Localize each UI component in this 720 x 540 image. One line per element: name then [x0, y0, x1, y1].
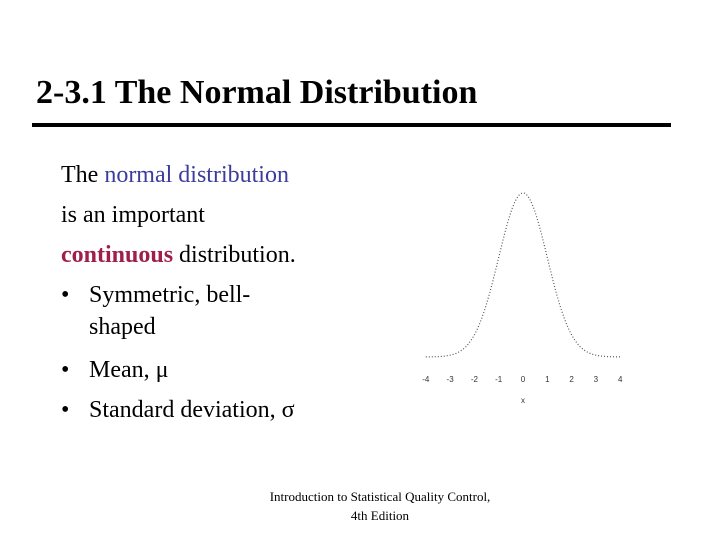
x-tick-label: 3 [594, 375, 599, 384]
x-tick-label: 0 [521, 375, 526, 384]
normal-curve [425, 192, 621, 358]
title: 2-3.1 The Normal Distribution [36, 74, 478, 111]
x-tick-label: 1 [545, 375, 550, 384]
footer: Introduction to Statistical Quality Cont… [269, 489, 491, 504]
x-tick-label: 4 [618, 375, 623, 384]
bullet-text: Mean, μ [89, 357, 169, 383]
body-line: is an important [61, 202, 205, 228]
body-line: The normal distribution [61, 162, 289, 189]
x-axis-label: x [521, 396, 525, 405]
bullet-text: Standard deviation, σ [89, 397, 295, 423]
x-tick-label: -2 [471, 375, 479, 384]
title-rule [32, 123, 671, 127]
bullet-text: Symmetric, bell- [89, 282, 251, 308]
bullet: • [61, 397, 70, 423]
x-tick-label: 2 [569, 375, 574, 384]
x-tick-label: -1 [495, 375, 503, 384]
text: The [61, 162, 105, 188]
footer: 4th Edition [350, 508, 410, 523]
x-tick-label: -4 [422, 375, 430, 384]
highlight: normal distribution [104, 162, 289, 188]
text: distribution. [173, 242, 296, 268]
body-line: continuous distribution. [61, 242, 296, 269]
bullet: • [61, 357, 70, 383]
bullet: • [61, 282, 70, 308]
highlight: continuous [61, 242, 174, 268]
bullet-text: shaped [89, 314, 156, 340]
x-tick-label: -3 [447, 375, 455, 384]
